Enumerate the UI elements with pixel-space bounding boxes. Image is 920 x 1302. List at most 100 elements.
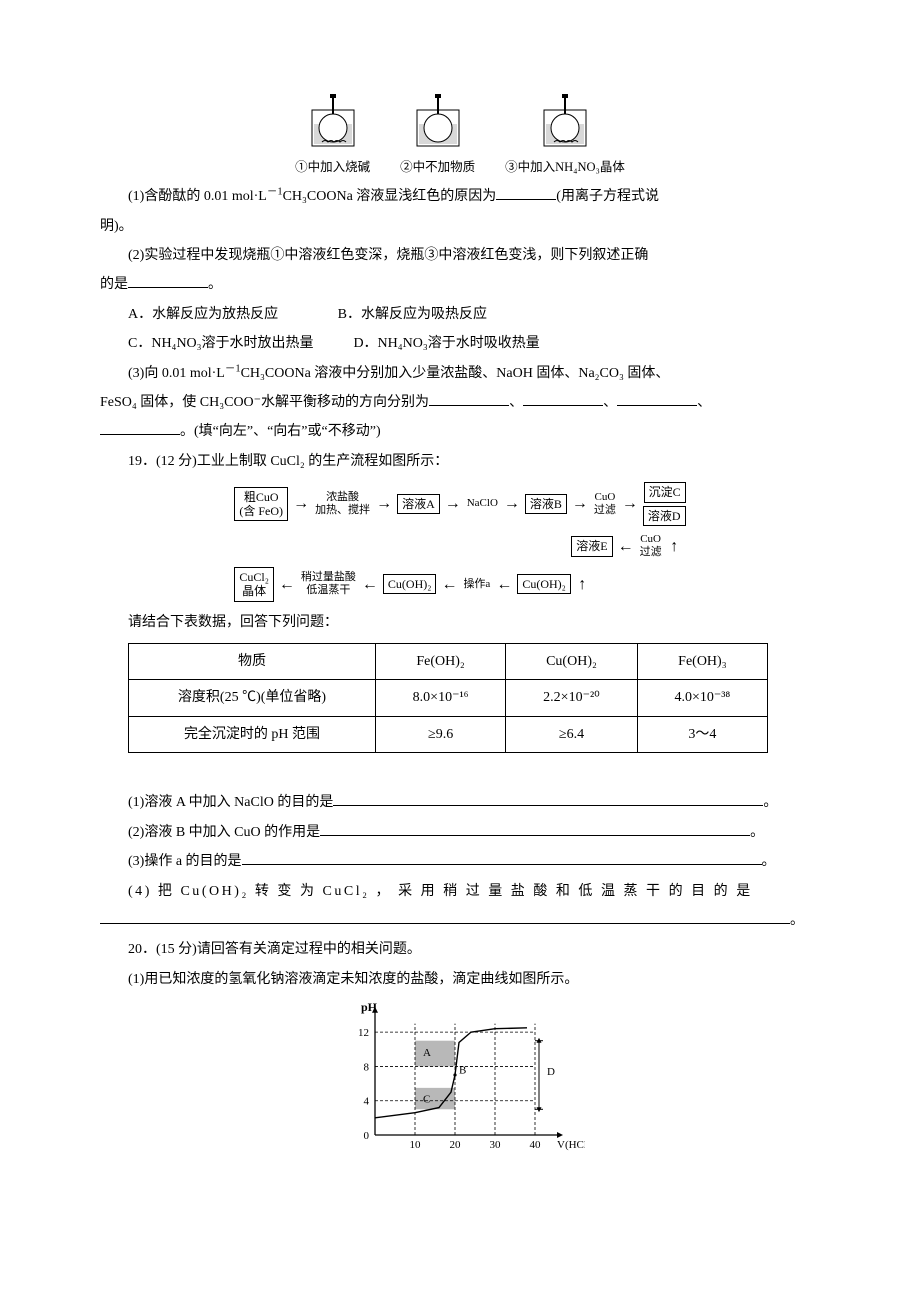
flow-label: CuO过滤 (593, 491, 617, 517)
arrow-icon: ← (360, 575, 380, 594)
q19-sub1: (1)溶液 A 中加入 NaClO 的目的是。 (100, 788, 820, 817)
flow-node: CuCl₂晶体 (234, 567, 274, 602)
blank (617, 392, 697, 406)
svg-text:B: B (459, 1064, 466, 1076)
flow-node: Cu(OH)₂ (517, 574, 571, 594)
table-header: 物质 (129, 643, 376, 679)
flow-label: 稍过量盐酸低温蒸干 (300, 571, 357, 597)
blank (100, 421, 180, 435)
q19-head: 19．(12 分)工业上制取 CuCl₂ 的生产流程如图所示： (100, 447, 820, 476)
table-cell: 完全沉淀时的 pH 范围 (129, 716, 376, 752)
svg-text:30: 30 (490, 1139, 502, 1151)
blank (100, 910, 790, 924)
svg-text:V(HCl)/mL: V(HCl)/mL (557, 1139, 585, 1151)
table-cell: 2.2×10⁻²⁰ (506, 680, 638, 716)
titration-chart-svg: 0481210203040pHV(HCl)/mLABCD (335, 1000, 585, 1160)
period: 。 (763, 795, 777, 810)
beaker-caption-3: ③中加入NH₄NO₃晶体 (505, 154, 625, 180)
q19-sub4: (4) 把 Cu(OH)₂ 转 变 为 CuCl₂ ， 采 用 稍 过 量 盐 … (100, 877, 820, 906)
svg-text:D: D (547, 1066, 555, 1078)
beaker-icon (407, 94, 469, 152)
arrow-icon: → (620, 494, 640, 513)
svg-text:12: 12 (358, 1027, 369, 1039)
flow-diagram: 粗CuO(含 FeO) → 浓盐酸加热、搅拌 → 溶液A → NaClO → 溶… (100, 482, 820, 601)
table-row: 溶度积(25 ℃)(单位省略) 8.0×10⁻¹⁶ 2.2×10⁻²⁰ 4.0×… (129, 680, 768, 716)
flow-node: 溶液A (397, 494, 440, 514)
table-header: Fe(OH)₂ (376, 643, 506, 679)
sep: 、 (697, 395, 711, 410)
q-pre-1-tail: 明)。 (100, 212, 820, 241)
flow-label: CuO过滤 (639, 533, 663, 559)
beaker-icon (534, 94, 596, 152)
svg-text:pH: pH (361, 1000, 378, 1014)
q-pre-2-tail: 的是。 (100, 270, 820, 299)
svg-text:40: 40 (530, 1139, 542, 1151)
option-c: C．NH₄NO₃溶于水时放出热量 (128, 336, 314, 351)
table-header: Cu(OH)₂ (506, 643, 638, 679)
arrow-icon: → (443, 494, 463, 513)
beaker-3: ③中加入NH₄NO₃晶体 (505, 94, 625, 180)
beaker-caption-1: ①中加入烧碱 (295, 154, 370, 180)
q19-table-intro: 请结合下表数据，回答下列问题： (100, 608, 820, 637)
blank (523, 392, 603, 406)
beaker-caption-2: ②中不加物质 (400, 154, 475, 180)
q-pre-3a: (3)向 0.01 mol·L－1CH₃COONa 溶液中分别加入少量浓盐酸、N… (100, 359, 820, 388)
flow-node: 溶液B (525, 494, 567, 514)
q-pre-3b: FeSO₄ 固体，使 CH₃COO⁻水解平衡移动的方向分别为、、、 (100, 388, 820, 417)
arrow-icon: ← (277, 575, 297, 594)
arrow-icon: → (291, 494, 311, 513)
blank (333, 792, 763, 806)
svg-text:10: 10 (410, 1139, 422, 1151)
arrow-icon: → (374, 494, 394, 513)
table-header: Fe(OH)₃ (637, 643, 767, 679)
sep: 、 (603, 395, 617, 410)
beaker-figure-row: ①中加入烧碱 ②中不加物质 ③中加入NH₄NO₃晶体 (100, 94, 820, 180)
flow-label: 浓盐酸加热、搅拌 (314, 491, 371, 517)
svg-text:20: 20 (450, 1139, 462, 1151)
options-ab: A．水解反应为放热反应 B．水解反应为吸热反应 (100, 300, 820, 329)
q20-p1: (1)用已知浓度的氢氧化钠溶液滴定未知浓度的盐酸，滴定曲线如图所示。 (100, 965, 820, 994)
svg-text:0: 0 (364, 1130, 370, 1142)
text: FeSO₄ 固体，使 CH₃COO⁻水解平衡移动的方向分别为 (100, 395, 429, 410)
svg-text:8: 8 (364, 1062, 370, 1074)
spacer (100, 759, 820, 788)
titration-chart: 0481210203040pHV(HCl)/mLABCD (100, 1000, 820, 1160)
svg-text:C: C (423, 1094, 430, 1106)
blank (242, 851, 762, 865)
text: 的是 (100, 277, 128, 292)
text: CH₃COONa 溶液显浅红色的原因为 (283, 189, 497, 204)
table-cell: 溶度积(25 ℃)(单位省略) (129, 680, 376, 716)
arrow-icon: → (502, 494, 522, 513)
beaker-1: ①中加入烧碱 (295, 94, 370, 180)
arrow-icon: ← (616, 537, 636, 556)
exp: －1 (225, 363, 241, 374)
blank (320, 822, 750, 836)
table-row: 物质 Fe(OH)₂ Cu(OH)₂ Fe(OH)₃ (129, 643, 768, 679)
arrow-icon: ← (494, 575, 514, 594)
beaker-2: ②中不加物质 (400, 94, 475, 180)
blank (429, 392, 509, 406)
flow-node: 沉淀C (644, 482, 686, 502)
arrow-icon: ← (439, 575, 459, 594)
option-b: B．水解反应为吸热反应 (310, 300, 487, 329)
flow-label: NaClO (466, 497, 499, 510)
period: 。 (762, 854, 776, 869)
q19-sub2: (2)溶液 B 中加入 CuO 的作用是。 (100, 818, 820, 847)
text: CH₃COONa 溶液中分别加入少量浓盐酸、NaOH 固体、Na₂CO₃ 固体、 (241, 366, 670, 381)
text: (2)实验过程中发现烧瓶①中溶液红色变深，烧瓶③中溶液红色变浅，则下列叙述正确 (128, 248, 648, 263)
option-d: D．NH₄NO₃溶于水时吸收热量 (325, 329, 539, 358)
solubility-table: 物质 Fe(OH)₂ Cu(OH)₂ Fe(OH)₃ 溶度积(25 ℃)(单位省… (128, 643, 768, 753)
flow-node: Cu(OH)₂ (383, 574, 437, 594)
text: (3)向 0.01 mol·L (128, 366, 225, 381)
flow-label: 操作a (462, 578, 491, 591)
text: 。(填“向左”、“向右”或“不移动”) (180, 424, 381, 439)
q19-sub4-blank: 。 (100, 906, 820, 935)
q-pre-3c: 。(填“向左”、“向右”或“不移动”) (100, 417, 820, 446)
table-row: 完全沉淀时的 pH 范围 ≥9.6 ≥6.4 3～4 (129, 716, 768, 752)
flow-node: 粗CuO(含 FeO) (234, 487, 288, 522)
arrow-icon: ← (666, 536, 685, 556)
text: (1)含酚酞的 0.01 mol·L (128, 189, 267, 204)
option-a: A．水解反应为放热反应 (128, 307, 278, 322)
text: (4) 把 Cu(OH)₂ 转 变 为 CuCl₂ ， 采 用 稍 过 量 盐 … (128, 884, 753, 899)
exp: －1 (267, 187, 283, 198)
